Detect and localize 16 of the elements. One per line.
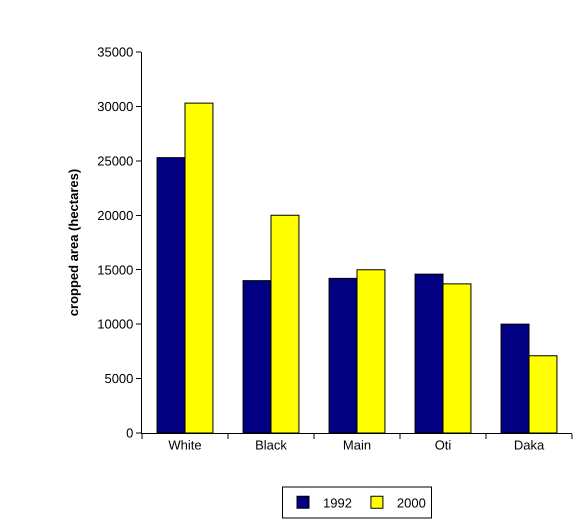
x-tick-label: Daka <box>514 438 545 453</box>
y-tick-label: 35000 <box>97 44 134 60</box>
legend-label: 2000 <box>396 495 426 510</box>
y-tick-label: 30000 <box>97 98 134 114</box>
x-tick-label: Oti <box>434 438 452 453</box>
x-tick-label: Black <box>255 438 288 453</box>
y-tick-label: 20000 <box>97 208 134 223</box>
y-tick-label: 0 <box>126 426 134 441</box>
y-tick-label: 25000 <box>97 153 134 168</box>
y-tick-label: 15000 <box>97 262 134 278</box>
y-tick-label: 10000 <box>97 316 134 332</box>
x-tick-label: Main <box>342 438 372 453</box>
legend-label: 1992 <box>323 495 352 510</box>
y-axis-title: cropped area (hectares) <box>66 168 82 316</box>
y-tick-label: 5000 <box>104 371 134 386</box>
x-tick-label: White <box>168 438 202 453</box>
